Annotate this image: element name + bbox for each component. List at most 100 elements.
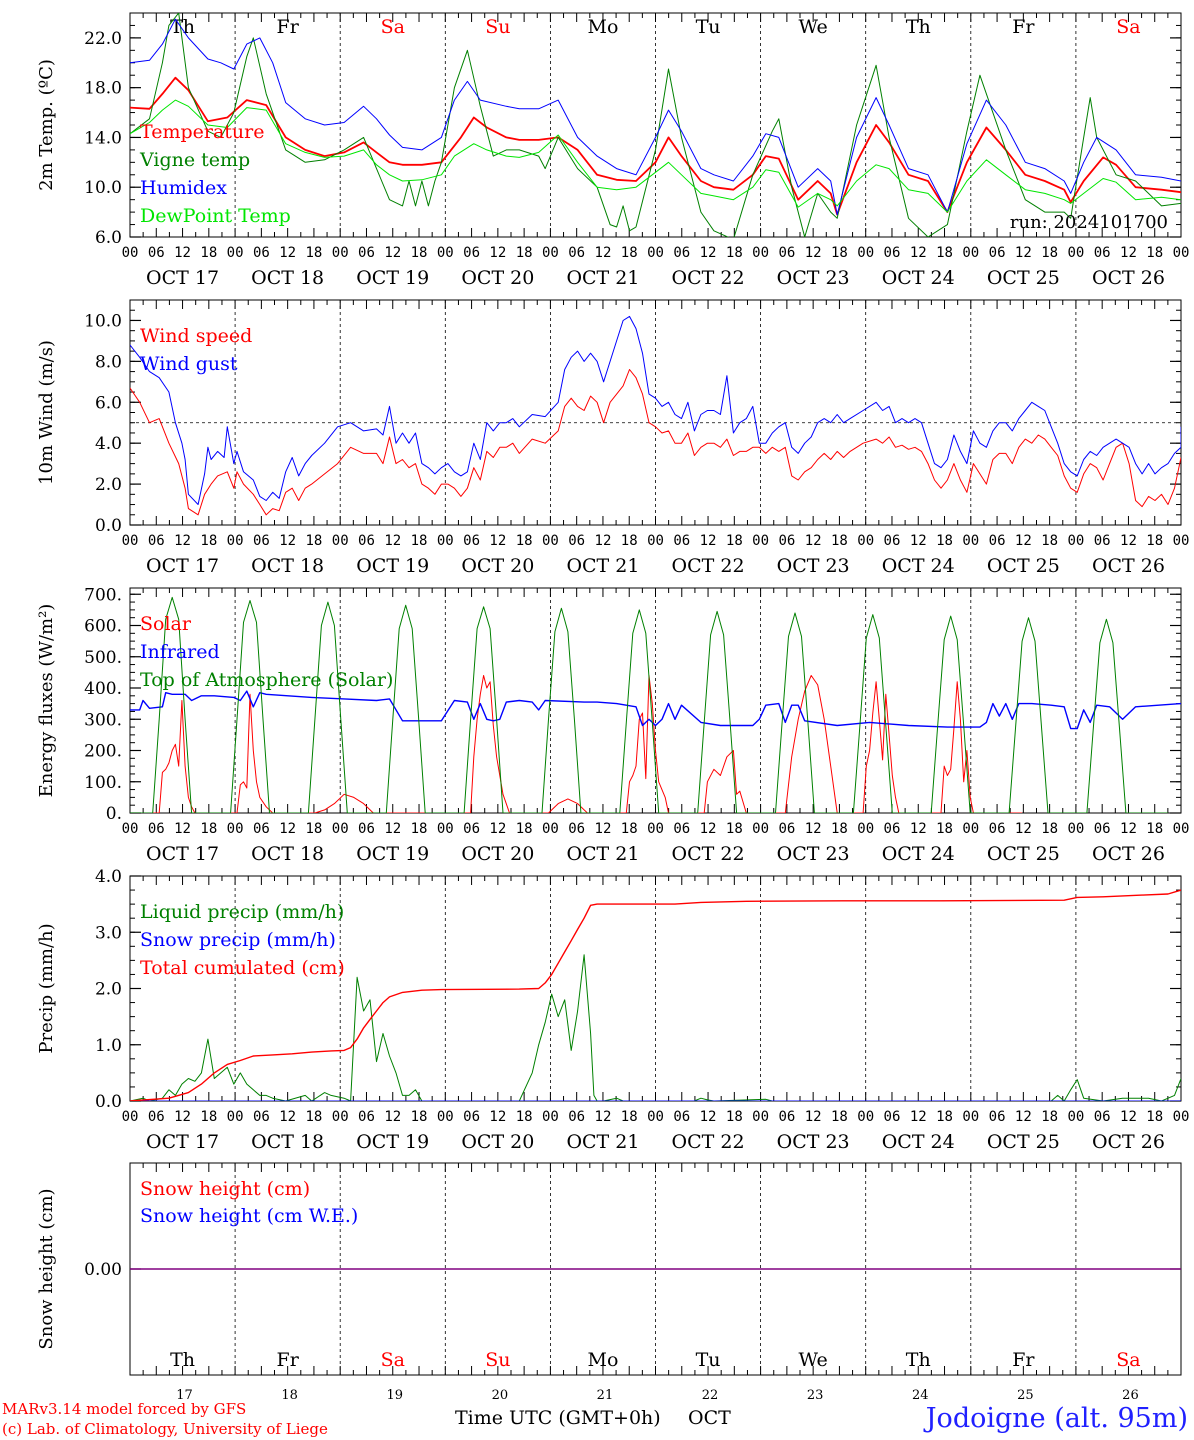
day-number-label: 20 bbox=[492, 1388, 509, 1403]
hour-tick-label: 00 bbox=[332, 245, 349, 261]
hour-tick-label: 18 bbox=[1146, 245, 1163, 261]
day-number-label: 25 bbox=[1017, 1388, 1034, 1403]
date-label: OCT 26 bbox=[1092, 843, 1165, 865]
weekday-label: Sa bbox=[1116, 1349, 1140, 1371]
date-label: OCT 24 bbox=[882, 1131, 955, 1153]
hour-tick-label: 06 bbox=[568, 533, 585, 549]
hour-tick-label: 12 bbox=[595, 821, 612, 837]
run-label: run: 2024101700 bbox=[1010, 212, 1168, 233]
hour-tick-label: 06 bbox=[884, 1109, 901, 1125]
date-label: OCT 23 bbox=[777, 555, 850, 577]
hour-tick-label: 12 bbox=[174, 533, 191, 549]
hour-tick-label: 18 bbox=[411, 533, 428, 549]
hour-tick-label: 18 bbox=[1146, 1109, 1163, 1125]
series-line-total-cumulated-cm- bbox=[130, 889, 1181, 1101]
hour-tick-label: 00 bbox=[227, 245, 244, 261]
series-line-wind-gust bbox=[130, 315, 1181, 505]
hour-tick-label: 00 bbox=[332, 1109, 349, 1125]
legend-entry: Snow height (cm W.E.) bbox=[140, 1205, 358, 1227]
date-label: OCT 19 bbox=[356, 267, 429, 289]
hour-tick-label: 18 bbox=[305, 533, 322, 549]
hour-tick-label: 12 bbox=[1015, 821, 1032, 837]
date-label: OCT 17 bbox=[146, 267, 219, 289]
date-label: OCT 20 bbox=[461, 555, 534, 577]
footer: MARv3.14 model forced by GFS (c) Lab. of … bbox=[2, 1400, 1188, 1438]
series-line-wind-speed bbox=[130, 369, 1181, 516]
hour-tick-label: 00 bbox=[752, 533, 769, 549]
date-label: OCT 18 bbox=[251, 1131, 324, 1153]
series-line-vigne-temp bbox=[130, 13, 1181, 237]
hour-tick-label: 12 bbox=[384, 533, 401, 549]
date-label: OCT 21 bbox=[566, 267, 639, 289]
hour-tick-label: 06 bbox=[673, 533, 690, 549]
hour-tick-label: 18 bbox=[516, 821, 533, 837]
date-label: OCT 26 bbox=[1092, 267, 1165, 289]
hour-tick-label: 12 bbox=[384, 245, 401, 261]
hour-tick-label: 06 bbox=[884, 821, 901, 837]
plot-frame bbox=[129, 587, 1182, 814]
legend-entry: Temperature bbox=[140, 121, 264, 143]
hour-tick-label: 12 bbox=[595, 245, 612, 261]
hour-tick-label: 00 bbox=[227, 1109, 244, 1125]
date-label: OCT 23 bbox=[777, 1131, 850, 1153]
hour-tick-label: 06 bbox=[358, 533, 375, 549]
hour-tick-label: 06 bbox=[253, 245, 270, 261]
hour-tick-label: 12 bbox=[489, 1109, 506, 1125]
day-number-label: 23 bbox=[807, 1388, 824, 1403]
hour-tick-label: 06 bbox=[778, 245, 795, 261]
hour-tick-label: 18 bbox=[936, 245, 953, 261]
hour-tick-label: 06 bbox=[148, 245, 165, 261]
time-axis-label: Time UTC (GMT+0h) bbox=[455, 1407, 661, 1429]
hour-tick-label: 18 bbox=[1041, 821, 1058, 837]
hour-tick-label: 00 bbox=[542, 1109, 559, 1125]
hour-tick-label: 06 bbox=[778, 1109, 795, 1125]
legend-entry: Solar bbox=[140, 613, 192, 635]
hour-tick-label: 00 bbox=[647, 1109, 664, 1125]
weekday-label: Sa bbox=[381, 16, 405, 38]
hour-tick-label: 18 bbox=[621, 245, 638, 261]
hour-tick-label: 00 bbox=[122, 245, 139, 261]
hour-tick-label: 12 bbox=[700, 533, 717, 549]
hour-tick-label: 12 bbox=[910, 821, 927, 837]
hour-tick-label: 00 bbox=[857, 533, 874, 549]
weekday-label: Th bbox=[170, 16, 195, 38]
weekday-label: Su bbox=[485, 16, 510, 38]
hour-tick-label: 00 bbox=[437, 245, 454, 261]
hour-tick-label: 18 bbox=[1041, 533, 1058, 549]
legend-entry: Snow height (cm) bbox=[140, 1178, 310, 1200]
date-label: OCT 23 bbox=[777, 843, 850, 865]
y-tick-label: 3.0 bbox=[95, 923, 122, 943]
hour-tick-label: 18 bbox=[621, 821, 638, 837]
date-label: OCT 22 bbox=[672, 555, 745, 577]
date-label: OCT 22 bbox=[672, 843, 745, 865]
hour-tick-label: 12 bbox=[910, 1109, 927, 1125]
date-label: OCT 17 bbox=[146, 1131, 219, 1153]
date-label: OCT 23 bbox=[777, 267, 850, 289]
hour-tick-label: 06 bbox=[148, 821, 165, 837]
hour-tick-label: 18 bbox=[1041, 1109, 1058, 1125]
weekday-label: Fr bbox=[1012, 16, 1035, 38]
date-label: OCT 17 bbox=[146, 555, 219, 577]
date-label: OCT 18 bbox=[251, 555, 324, 577]
hour-tick-label: 00 bbox=[227, 533, 244, 549]
weekday-label: Tu bbox=[696, 1349, 721, 1371]
weekday-label: Sa bbox=[1116, 16, 1140, 38]
y-tick-label: 14.0 bbox=[84, 128, 122, 148]
series-line-top-of-atmosphere-solar- bbox=[130, 596, 1168, 813]
hour-tick-label: 12 bbox=[910, 245, 927, 261]
hour-tick-label: 18 bbox=[411, 1109, 428, 1125]
legend-entry: Total cumulated (cm) bbox=[140, 957, 345, 979]
hour-tick-label: 18 bbox=[516, 533, 533, 549]
hour-tick-label: 18 bbox=[726, 1109, 743, 1125]
y-tick-label: 22.0 bbox=[84, 29, 122, 49]
hour-tick-label: 12 bbox=[1120, 821, 1137, 837]
hour-tick-label: 18 bbox=[200, 533, 217, 549]
hour-tick-label: 00 bbox=[857, 1109, 874, 1125]
hour-tick-label: 18 bbox=[200, 1109, 217, 1125]
y-tick-label: 8.0 bbox=[95, 352, 122, 372]
date-label: OCT 20 bbox=[461, 843, 534, 865]
hour-tick-label: 18 bbox=[1041, 245, 1058, 261]
hour-tick-label: 06 bbox=[673, 245, 690, 261]
series-line-solar bbox=[130, 675, 1023, 813]
hour-tick-label: 12 bbox=[1120, 1109, 1137, 1125]
